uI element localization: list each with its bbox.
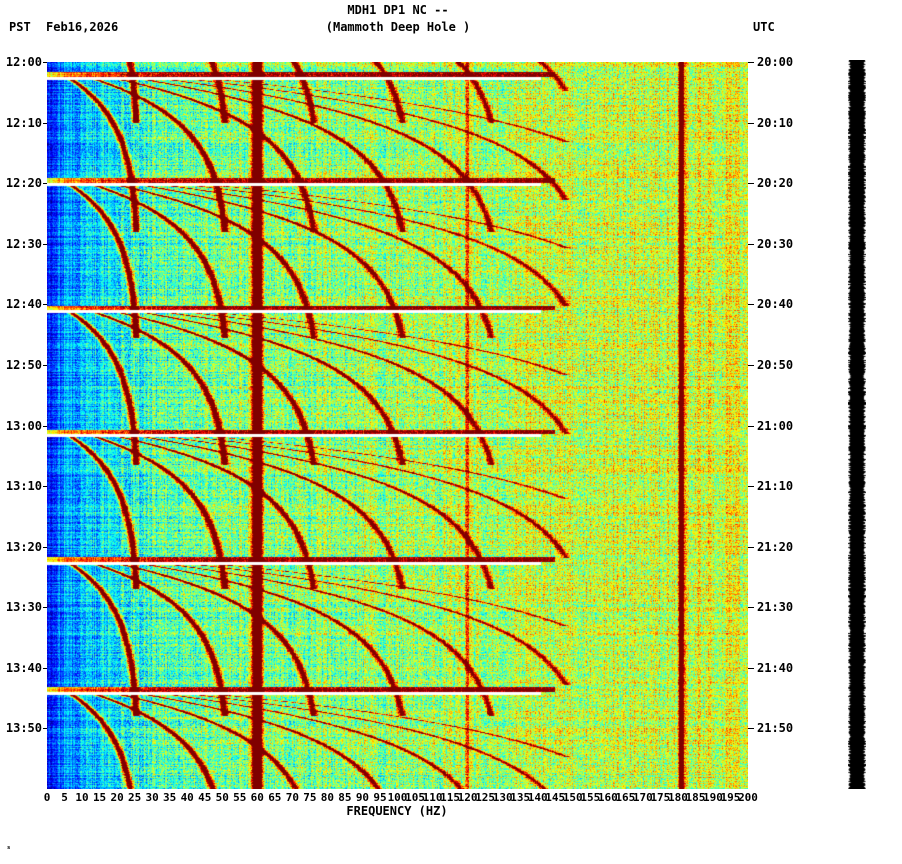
left-time-label: 12:40 xyxy=(0,297,42,311)
left-time-label: 12:00 xyxy=(0,55,42,69)
left-time-label: 13:20 xyxy=(0,540,42,554)
corner-mark: ₛ xyxy=(6,842,11,852)
right-axis-tick xyxy=(748,668,754,669)
left-axis-tick xyxy=(43,123,47,124)
date-label: Feb16,2026 xyxy=(46,20,118,34)
frequency-tick-label: 200 xyxy=(731,791,765,804)
frequency-axis-title: FREQUENCY (HZ) xyxy=(247,804,547,818)
right-time-label: 20:20 xyxy=(757,176,793,190)
right-time-label: 20:40 xyxy=(757,297,793,311)
right-time-label: 21:50 xyxy=(757,721,793,735)
left-time-label: 13:30 xyxy=(0,600,42,614)
spectrogram-canvas xyxy=(47,62,748,789)
left-axis-tick xyxy=(43,365,47,366)
left-axis-tick xyxy=(43,547,47,548)
right-time-label: 20:00 xyxy=(757,55,793,69)
right-time-label: 21:00 xyxy=(757,419,793,433)
left-axis-tick xyxy=(43,607,47,608)
left-axis-tick xyxy=(43,426,47,427)
left-time-label: 13:10 xyxy=(0,479,42,493)
spectrogram-page: MDH1 DP1 NC -- (Mammoth Deep Hole ) PST … xyxy=(0,0,902,864)
right-axis-tick xyxy=(748,728,754,729)
timezone-right-label: UTC xyxy=(753,20,775,34)
left-time-label: 12:10 xyxy=(0,116,42,130)
left-time-label: 13:00 xyxy=(0,419,42,433)
left-axis-tick xyxy=(43,183,47,184)
left-time-label: 13:50 xyxy=(0,721,42,735)
left-time-label: 12:50 xyxy=(0,358,42,372)
right-time-label: 21:40 xyxy=(757,661,793,675)
right-axis-tick xyxy=(748,123,754,124)
right-axis-tick xyxy=(748,486,754,487)
right-axis-tick xyxy=(748,365,754,366)
station-subtitle: (Mammoth Deep Hole ) xyxy=(0,20,796,34)
right-time-label: 21:30 xyxy=(757,600,793,614)
left-axis-tick xyxy=(43,62,47,63)
right-axis-tick xyxy=(748,244,754,245)
right-time-label: 21:20 xyxy=(757,540,793,554)
station-title: MDH1 DP1 NC -- xyxy=(0,3,796,17)
left-axis-tick xyxy=(43,728,47,729)
left-time-label: 12:30 xyxy=(0,237,42,251)
left-axis-tick xyxy=(43,486,47,487)
right-axis-tick xyxy=(748,607,754,608)
right-axis-tick xyxy=(748,304,754,305)
right-time-label: 20:50 xyxy=(757,358,793,372)
right-time-label: 20:30 xyxy=(757,237,793,251)
amplitude-bar xyxy=(848,60,866,789)
left-time-label: 13:40 xyxy=(0,661,42,675)
left-time-label: 12:20 xyxy=(0,176,42,190)
right-axis-tick xyxy=(748,547,754,548)
right-axis-tick xyxy=(748,62,754,63)
right-time-label: 20:10 xyxy=(757,116,793,130)
left-axis-tick xyxy=(43,304,47,305)
left-axis-tick xyxy=(43,668,47,669)
right-axis-tick xyxy=(748,426,754,427)
right-axis-tick xyxy=(748,183,754,184)
left-axis-tick xyxy=(43,244,47,245)
timezone-left-label: PST xyxy=(9,20,31,34)
right-time-label: 21:10 xyxy=(757,479,793,493)
